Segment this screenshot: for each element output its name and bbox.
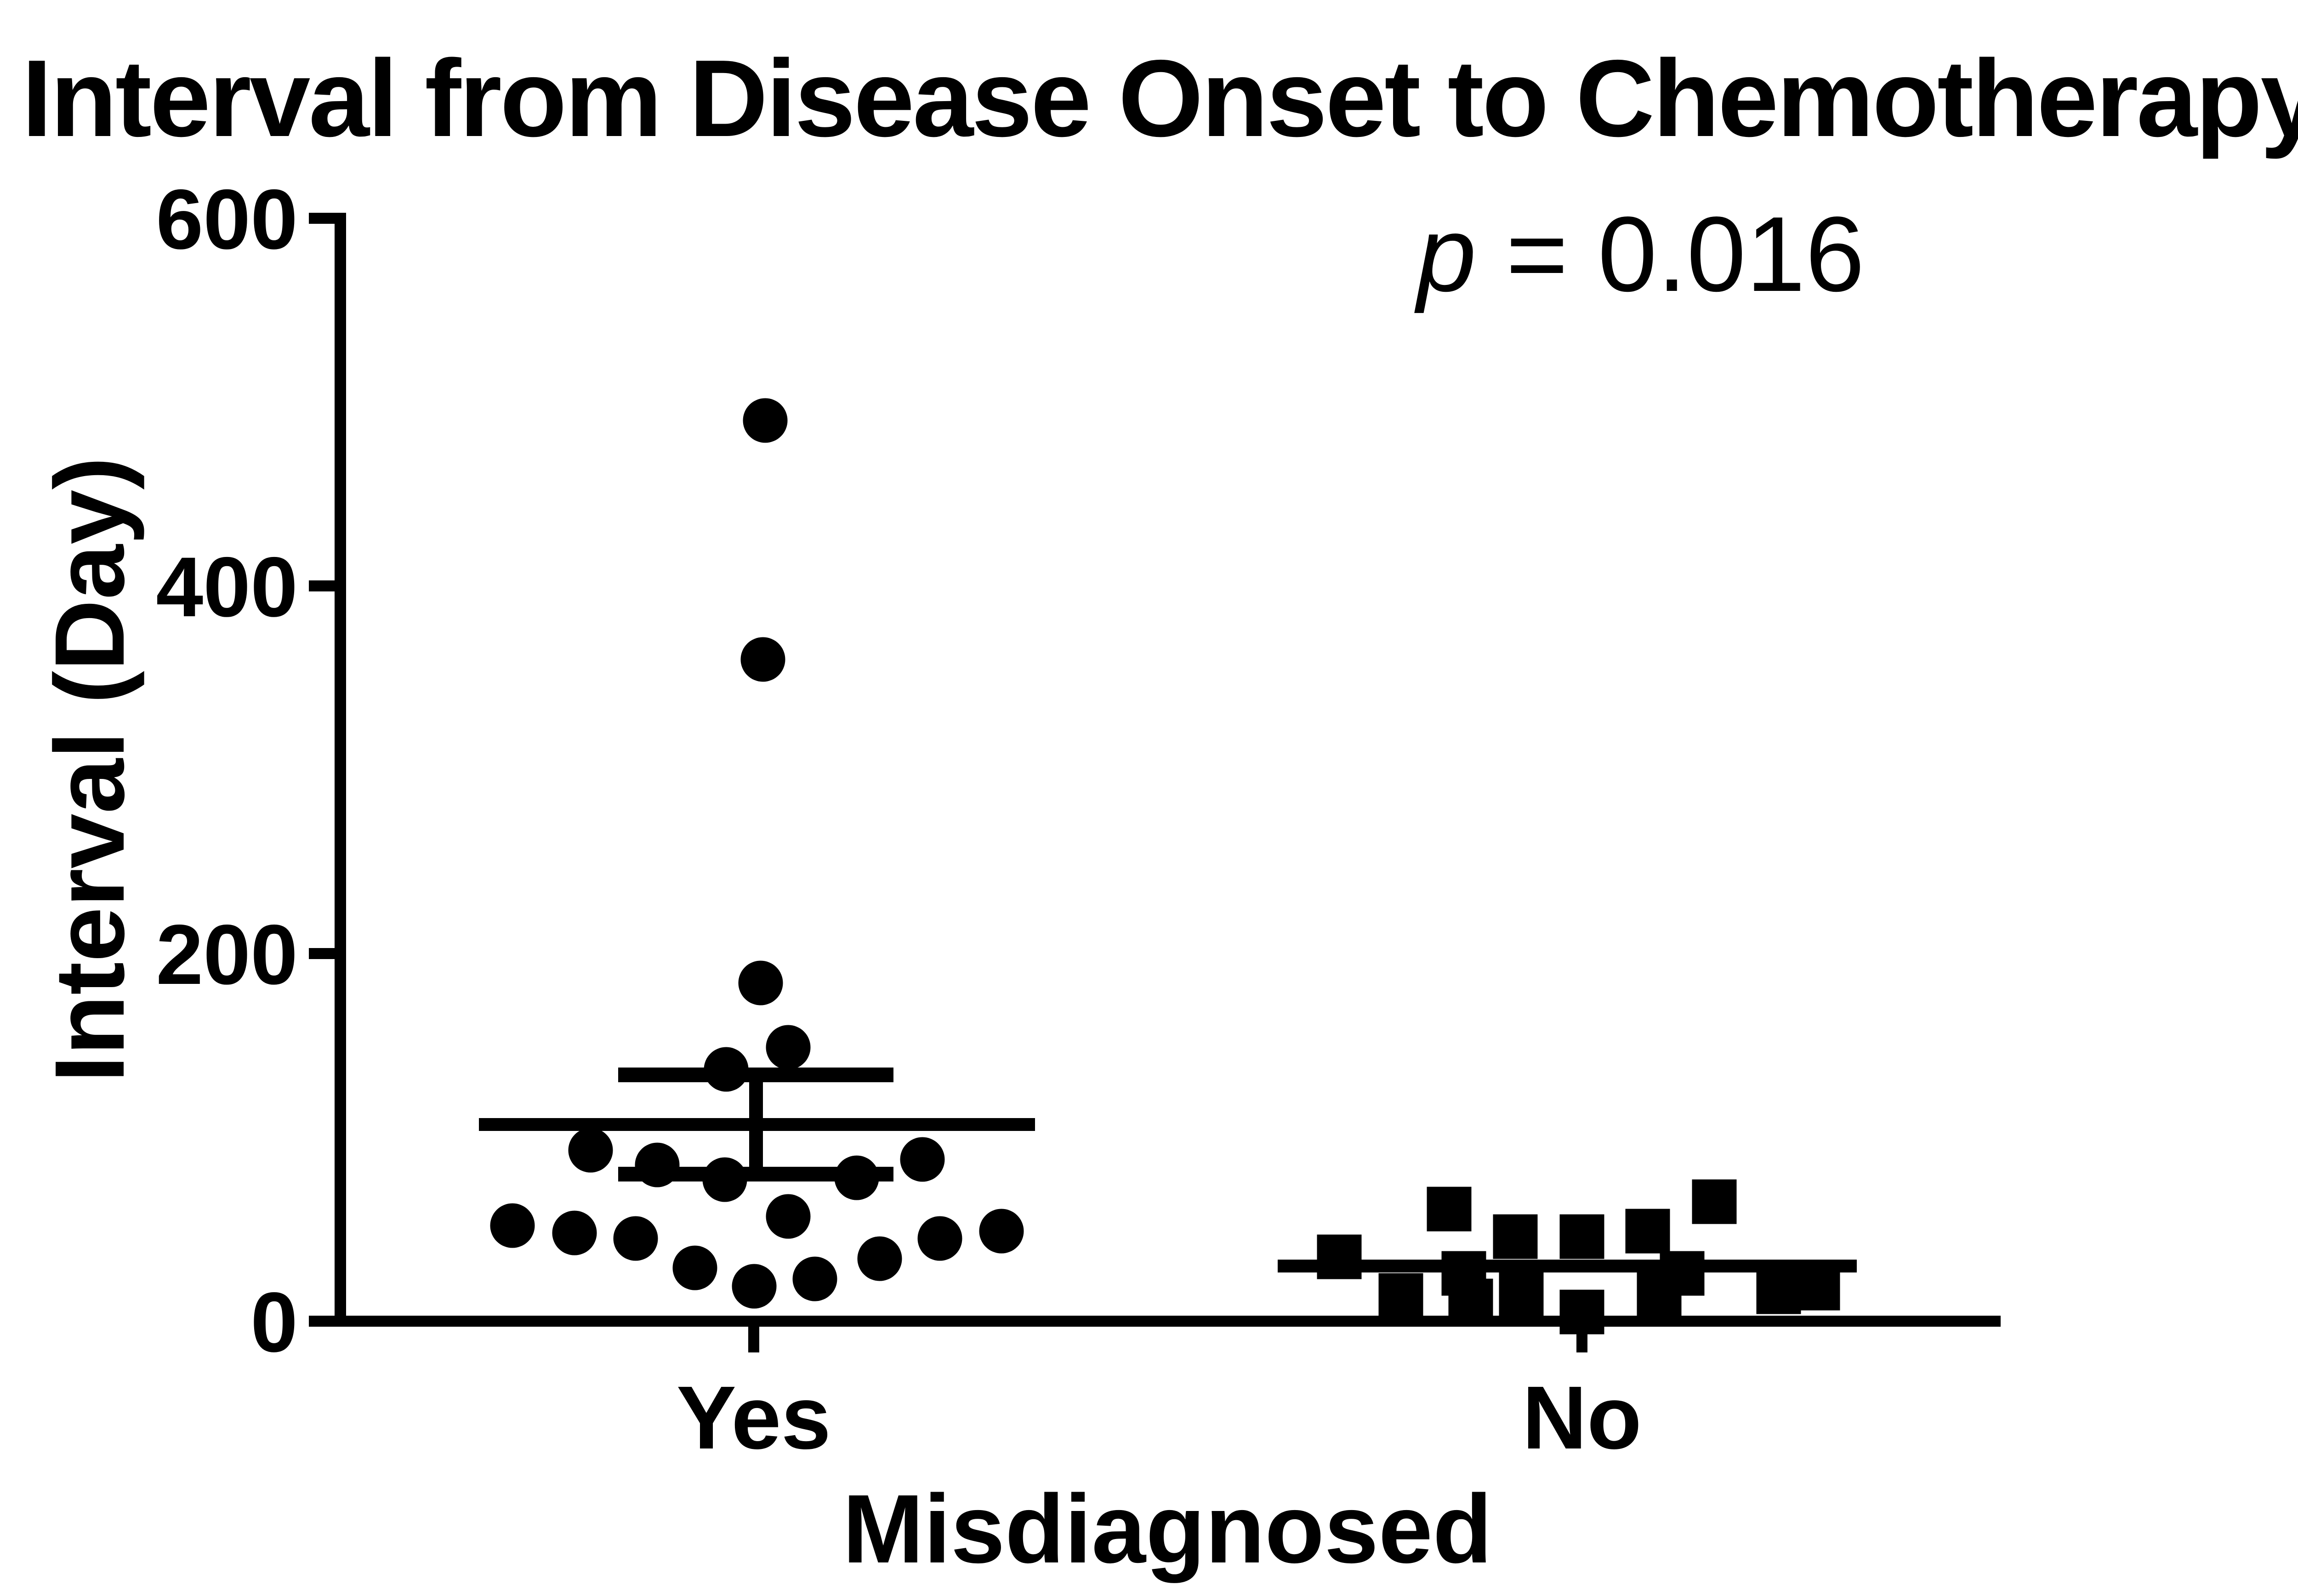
data-point-square [1378,1273,1423,1318]
data-point-circle [635,1142,680,1187]
data-point-circle [732,1264,777,1309]
data-point-square [1317,1234,1362,1279]
data-point-circle [568,1128,613,1173]
data-point-circle [702,1157,747,1202]
category-label: No [1522,1368,1642,1468]
data-point-square [1559,1289,1604,1335]
data-point-square [1499,1271,1544,1316]
y-axis-line [335,213,346,1327]
data-point-circle [857,1236,902,1281]
data-point-circle [490,1203,535,1248]
data-point-square [1493,1214,1538,1259]
data-point-circle [834,1155,879,1200]
data-point-circle [738,960,783,1005]
mean-line-yes [479,1118,1035,1131]
data-point-circle [704,1047,749,1092]
data-point-square [1692,1179,1737,1224]
data-point-circle [552,1210,597,1255]
y-tick-label: 400 [156,540,298,635]
p-value-text: = 0.016 [1476,195,1865,314]
x-axis-tick [748,1327,759,1352]
data-point-circle [743,398,788,443]
data-point-square [1559,1214,1604,1259]
y-axis-tick [309,948,335,959]
data-point-square [1448,1278,1493,1323]
data-point-circle [672,1245,717,1290]
x-axis-title: Misdiagnosed [842,1474,1492,1583]
y-tick-label: 600 [156,172,298,267]
p-value-annotation: p = 0.016 [1411,193,1871,316]
data-point-circle [792,1256,837,1301]
data-point-circle [900,1137,945,1182]
data-point-square [1756,1269,1801,1314]
data-point-square [1795,1266,1840,1311]
data-point-circle [766,1025,811,1070]
x-axis-line [335,1316,2001,1327]
data-point-square [1625,1209,1670,1254]
data-point-circle [613,1216,658,1261]
data-point-square [1427,1187,1472,1232]
p-value-symbol: p [1417,195,1477,314]
data-point-circle [917,1216,962,1261]
data-point-circle [979,1209,1024,1254]
chart-title: Interval from Disease Onset to Chemother… [22,38,2298,159]
y-axis-tick [309,213,335,224]
category-label: Yes [677,1368,831,1468]
y-tick-label: 200 [156,908,298,1002]
error-bar-top-cap [618,1068,893,1082]
data-point-circle [766,1194,811,1239]
y-tick-label: 0 [250,1275,298,1370]
y-axis-tick [309,1316,335,1327]
data-point-circle [740,637,785,682]
y-axis-tick [309,580,335,591]
data-point-square [1637,1271,1682,1316]
